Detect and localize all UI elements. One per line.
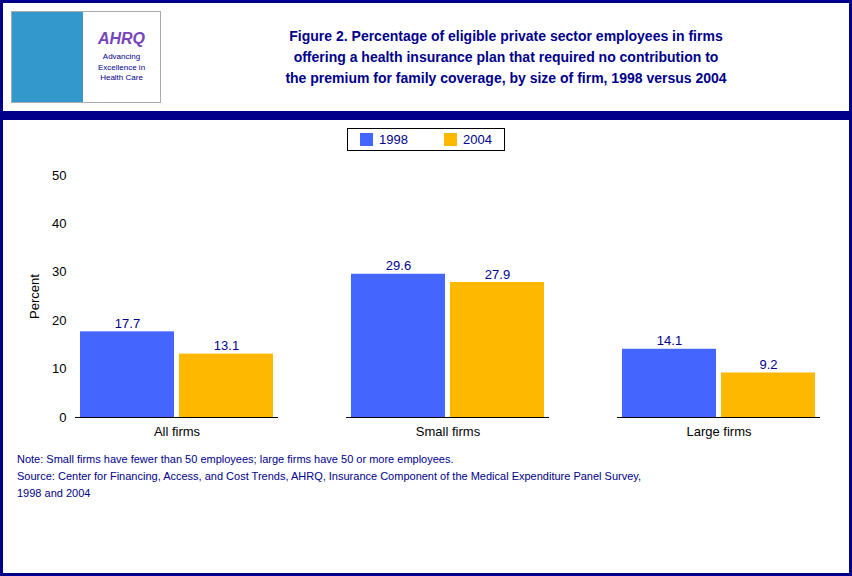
- svg-text:0: 0: [59, 410, 66, 425]
- html-text:Figure 2. Percentage of eligib: Figure 2. Percentage of eligible private…: [289, 27, 723, 44]
- svg-text:40: 40: [52, 216, 66, 231]
- svg-text:14.1: 14.1: [657, 333, 682, 348]
- svg-text:Small firms: Small firms: [416, 424, 481, 439]
- svg-text:50: 50: [52, 168, 66, 183]
- svg-text:9.2: 9.2: [759, 357, 777, 372]
- html-text:offering a health insurance pl: offering a health insurance plan that re…: [293, 48, 719, 65]
- html-text:the premium for family coverag: the premium for family coverage, by size…: [285, 69, 727, 86]
- html-text:Health Care: Health Care: [100, 73, 143, 83]
- svg-text:27.9: 27.9: [485, 267, 510, 282]
- html-text:Advancing: Advancing: [102, 51, 141, 61]
- svg-text:All firms: All firms: [154, 424, 201, 439]
- html-text:AHRQ: AHRQ: [98, 29, 146, 47]
- svg-text:13.1: 13.1: [214, 338, 239, 353]
- svg-text:29.6: 29.6: [386, 258, 411, 273]
- html-text:Source: Center for Financing,: Source: Center for Financing, Access, an…: [17, 470, 642, 482]
- svg-text:Large firms: Large firms: [686, 424, 752, 439]
- svg-text:Percent: Percent: [27, 274, 42, 319]
- html-text:1998: 1998: [379, 132, 408, 147]
- html-text:Note: Small firms have fewer t: Note: Small firms have fewer than 50 emp…: [17, 453, 454, 465]
- svg-text:20: 20: [52, 313, 66, 328]
- html-text:1998 and 2004: 1998 and 2004: [17, 487, 91, 500]
- svg-text:10: 10: [52, 361, 66, 376]
- svg-text:30: 30: [52, 264, 66, 279]
- html-text:Excellence in: Excellence in: [97, 62, 146, 72]
- svg-text:17.7: 17.7: [115, 316, 140, 331]
- html-text:2004: 2004: [463, 132, 492, 147]
